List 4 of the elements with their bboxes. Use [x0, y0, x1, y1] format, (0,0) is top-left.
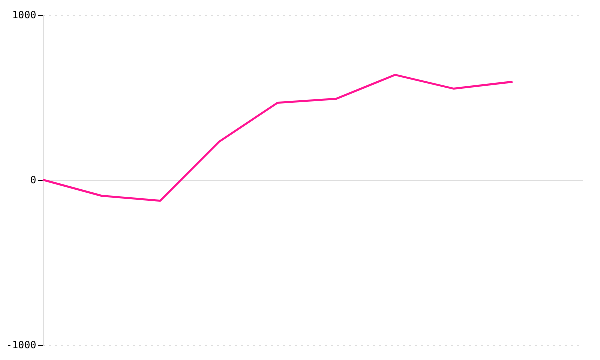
line-series: [42, 74, 514, 202]
y-tick-label: 0: [30, 176, 36, 186]
y-tick-label: -1000: [6, 340, 36, 352]
y-tick-label: 1000: [12, 10, 36, 22]
